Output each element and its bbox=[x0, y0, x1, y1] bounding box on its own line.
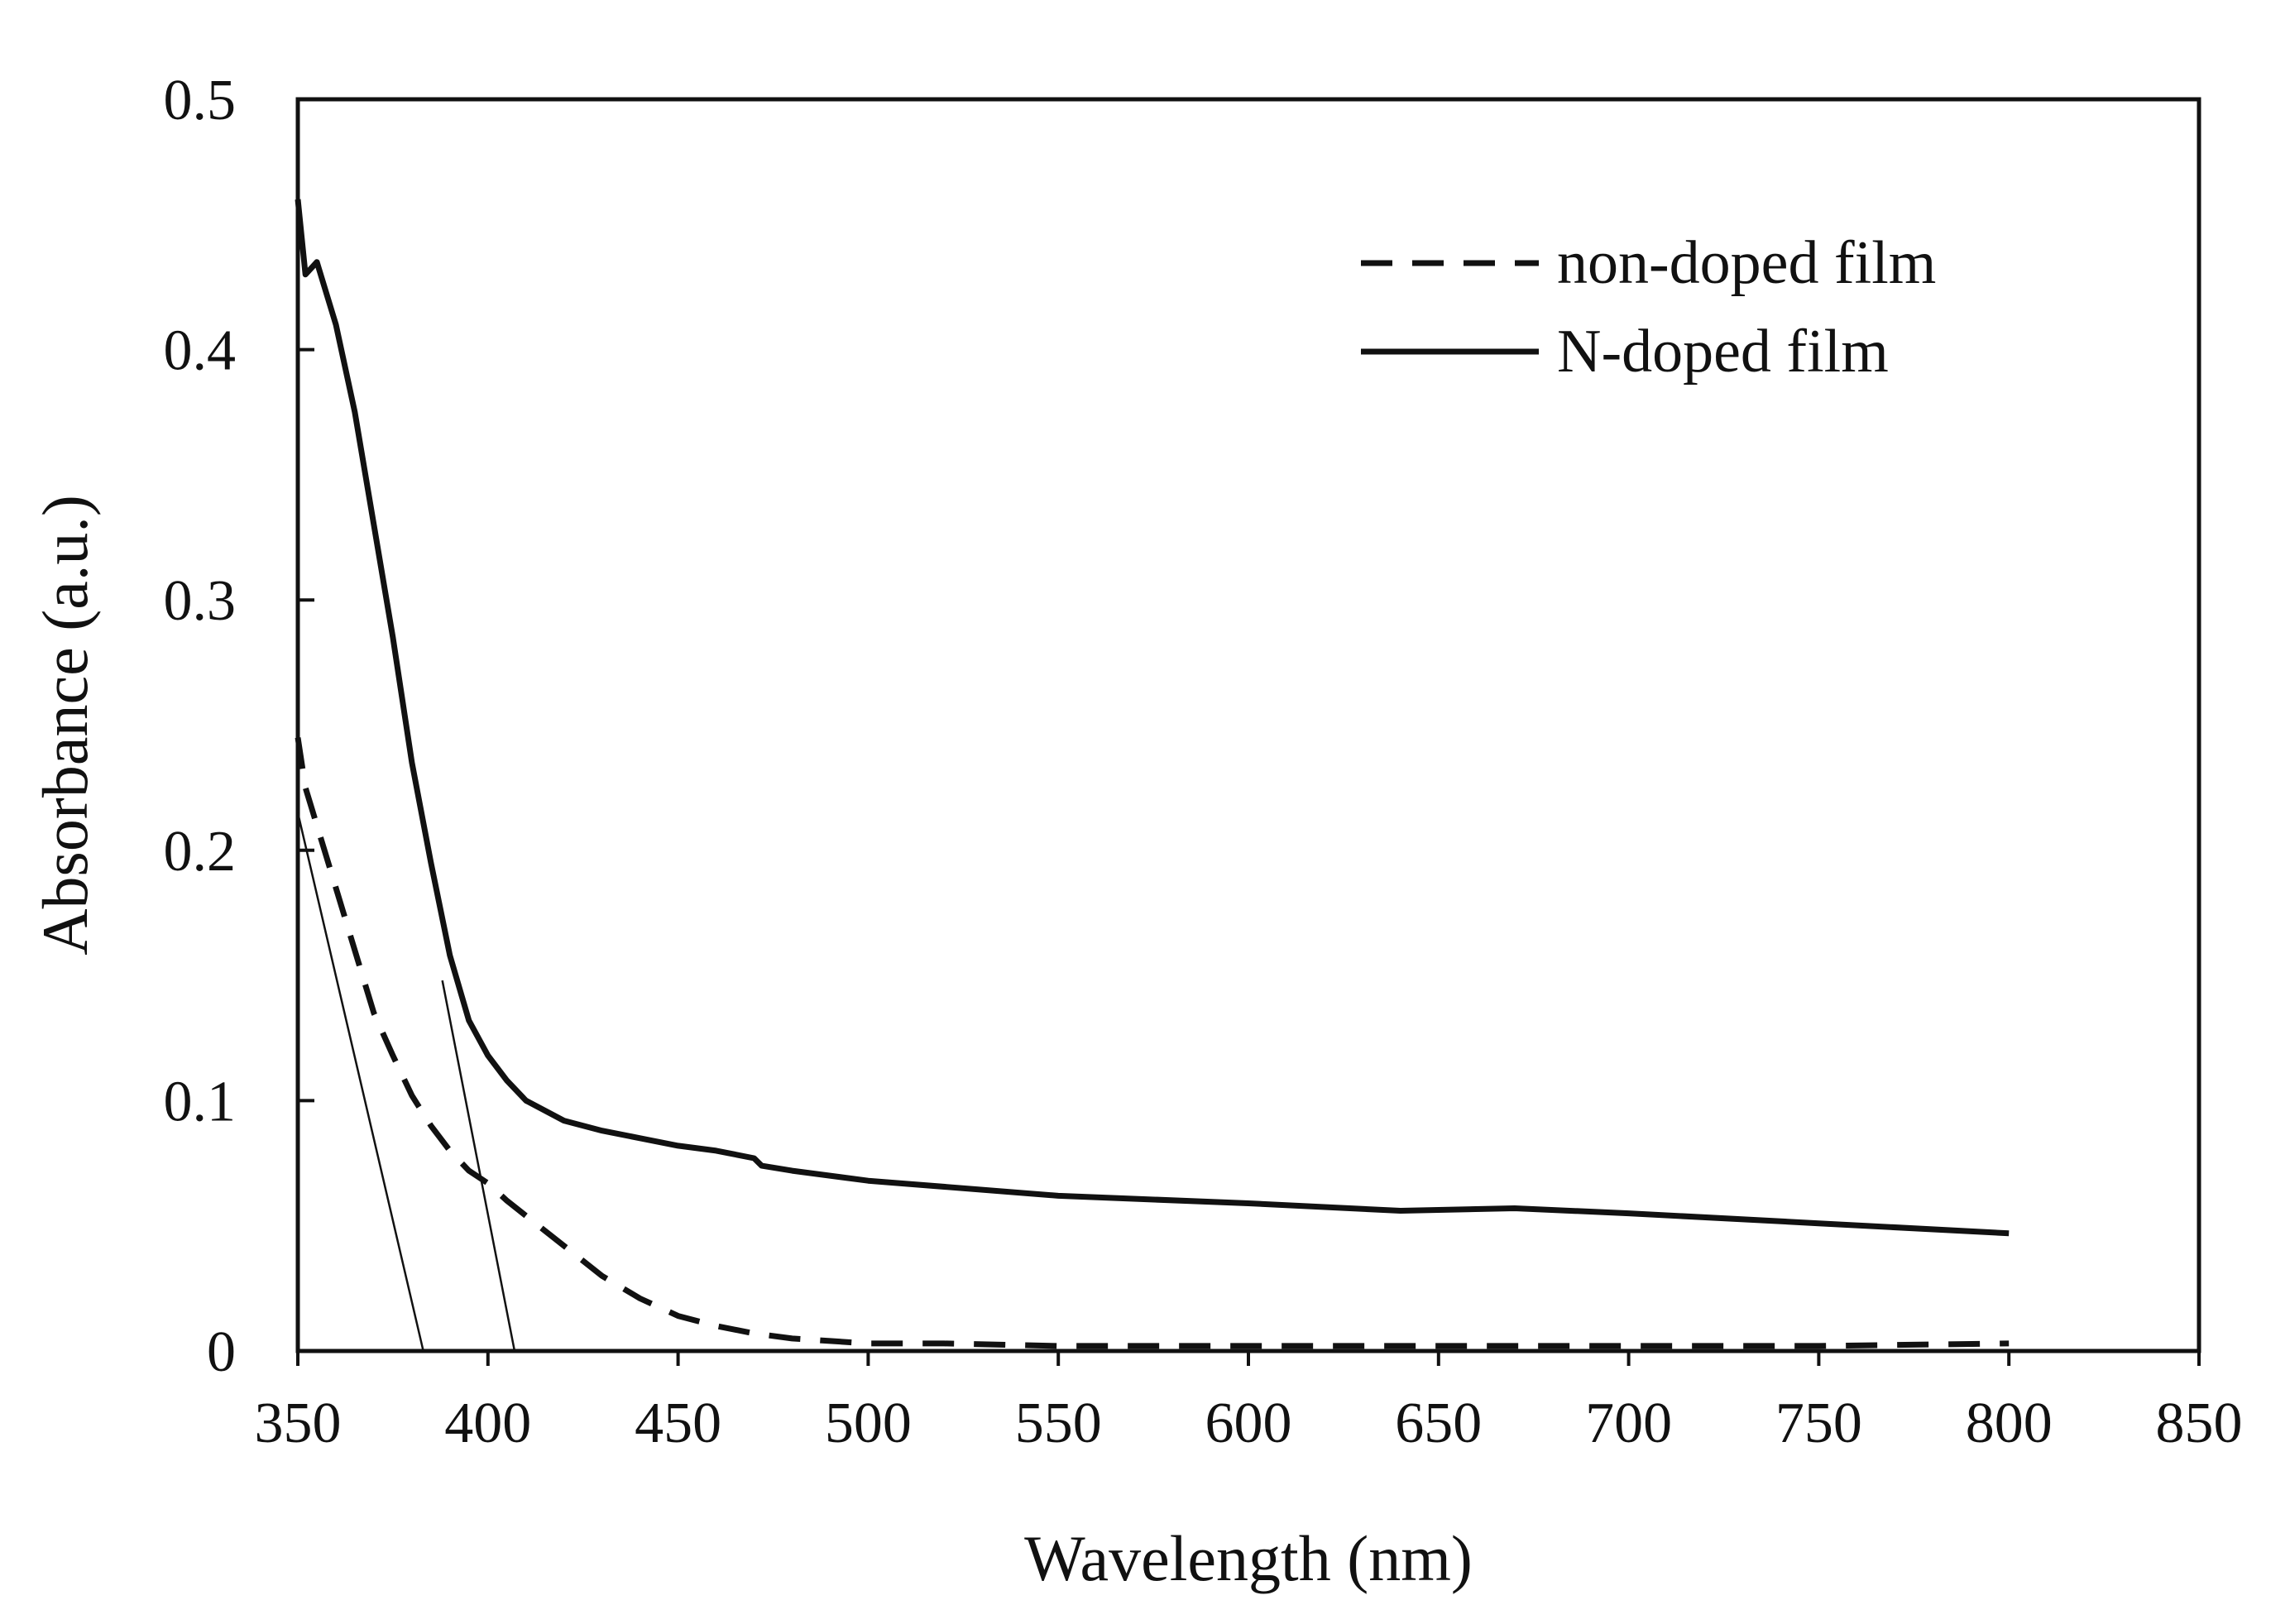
tangent-lines bbox=[296, 812, 516, 1352]
y-tick-label: 0.1 bbox=[164, 1070, 237, 1133]
x-tick-label: 450 bbox=[635, 1392, 721, 1455]
y-tick-label: 0.5 bbox=[164, 69, 237, 132]
x-tick-label: 850 bbox=[2156, 1392, 2243, 1455]
legend-label: N-doped film bbox=[1557, 318, 1889, 386]
y-axis-title: Absorbance (a.u.) bbox=[29, 495, 101, 956]
y-tick-label: 0.3 bbox=[164, 569, 237, 633]
y-tick-label: 0.4 bbox=[164, 319, 237, 383]
x-tick-label: 600 bbox=[1205, 1392, 1292, 1455]
series-line-n-doped bbox=[295, 199, 2010, 1237]
y-tick-label: 0 bbox=[207, 1320, 236, 1384]
x-axis-ticks: 350 400 450 500 550 600 650 700 750 800 850 bbox=[255, 1351, 2243, 1455]
x-tick-label: 800 bbox=[1966, 1392, 2053, 1455]
y-tick-label: 0.2 bbox=[164, 820, 237, 884]
y-axis-ticks: 0 0.1 0.2 0.3 0.4 0.5 bbox=[164, 69, 314, 1384]
x-tick-label: 650 bbox=[1395, 1392, 1482, 1455]
series-line-non-doped bbox=[295, 737, 2010, 1349]
x-tick-label: 400 bbox=[444, 1392, 531, 1455]
x-axis-title: Wavelength (nm) bbox=[1024, 1522, 1473, 1594]
x-tick-label: 500 bbox=[825, 1392, 912, 1455]
data-series bbox=[295, 199, 2010, 1349]
legend: non-doped film N-doped film bbox=[1361, 229, 1936, 386]
x-tick-label: 550 bbox=[1015, 1392, 1102, 1455]
legend-label: non-doped film bbox=[1557, 229, 1936, 297]
x-tick-label: 350 bbox=[255, 1392, 342, 1455]
tangent-line bbox=[296, 812, 424, 1352]
x-tick-label: 750 bbox=[1775, 1392, 1862, 1455]
tangent-line bbox=[441, 980, 516, 1352]
x-tick-label: 700 bbox=[1585, 1392, 1672, 1455]
